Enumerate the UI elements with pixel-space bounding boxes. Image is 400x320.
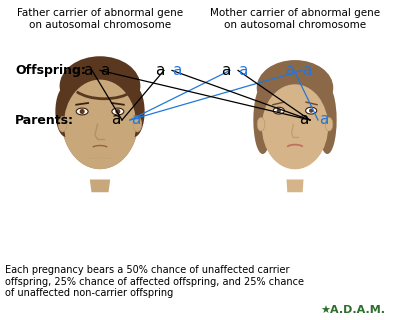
Ellipse shape [309,108,313,113]
Ellipse shape [115,109,120,114]
Ellipse shape [325,117,333,131]
Text: a: a [221,63,230,78]
Text: a: a [172,63,181,78]
Ellipse shape [133,116,142,132]
Ellipse shape [112,108,124,115]
Text: a: a [155,63,164,78]
Text: a: a [285,63,294,78]
Ellipse shape [277,108,281,113]
Text: a: a [238,63,247,78]
Ellipse shape [273,107,284,114]
Ellipse shape [64,80,136,169]
Text: a: a [131,113,140,127]
Text: a: a [100,63,109,78]
Text: Offspring:: Offspring: [15,64,86,77]
Text: a: a [319,113,328,127]
Text: a: a [302,63,311,78]
Ellipse shape [58,116,67,132]
Polygon shape [286,180,304,192]
Ellipse shape [80,109,85,114]
Text: ★A.D.A.M.: ★A.D.A.M. [320,305,385,315]
Ellipse shape [123,86,145,137]
Ellipse shape [60,56,140,116]
Polygon shape [90,180,110,192]
Ellipse shape [253,86,272,154]
Text: Parents:: Parents: [15,114,74,126]
Text: Mother carrier of abnormal gene
on autosomal chromosome: Mother carrier of abnormal gene on autos… [210,8,380,30]
Text: Each pregnancy bears a 50% chance of unaffected carrier
offspring, 25% chance of: Each pregnancy bears a 50% chance of una… [5,265,304,298]
Ellipse shape [318,86,337,154]
Text: Father carrier of abnormal gene
on autosomal chromosome: Father carrier of abnormal gene on autos… [17,8,183,30]
Ellipse shape [76,108,88,115]
Ellipse shape [257,60,333,115]
Ellipse shape [262,84,328,169]
Ellipse shape [62,71,138,169]
Ellipse shape [306,107,317,114]
Ellipse shape [55,86,77,137]
Text: a: a [112,113,121,127]
Text: a: a [83,63,92,78]
Ellipse shape [260,73,330,167]
Text: a: a [300,113,309,127]
Ellipse shape [257,117,265,131]
